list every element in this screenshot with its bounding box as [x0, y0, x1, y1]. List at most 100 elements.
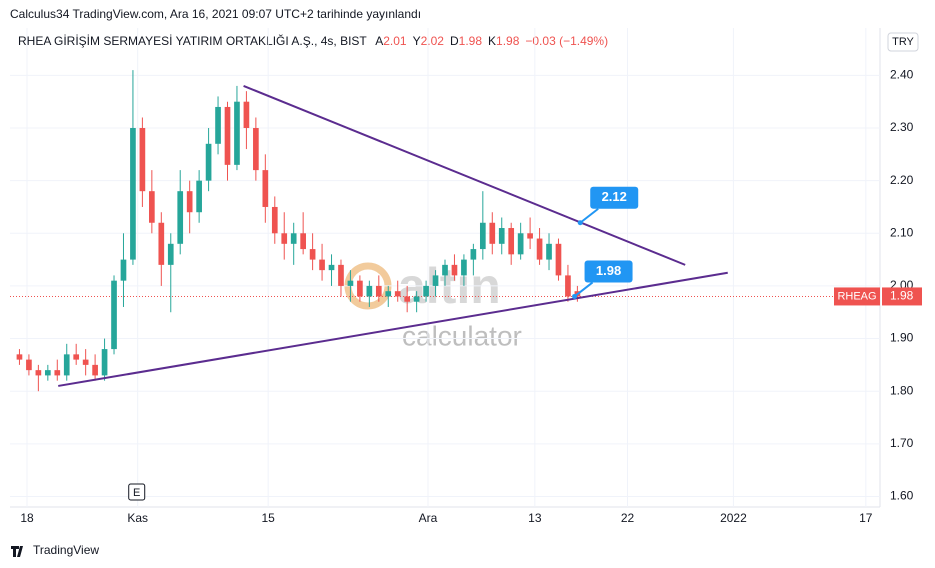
candle-body — [565, 275, 571, 297]
candle-body — [338, 264, 344, 286]
x-tick-label: Kas — [127, 511, 148, 525]
candle-body — [205, 143, 212, 181]
callout-label: 1.98 — [596, 263, 621, 278]
x-tick-label: Ara — [419, 511, 438, 525]
callout-point — [577, 220, 583, 226]
last-price-symbol: RHEAG — [837, 290, 876, 302]
candle-body — [328, 264, 335, 271]
currency-box[interactable] — [887, 32, 919, 52]
y-tick-label: 1.90 — [890, 331, 914, 345]
candle-body — [92, 364, 98, 376]
event-marker — [128, 483, 146, 501]
candle-body — [167, 243, 174, 265]
x-tick-label: 2022 — [720, 511, 747, 525]
candle-body — [82, 359, 89, 365]
candle-body — [527, 233, 533, 239]
candle-body — [432, 275, 439, 286]
candle-body — [461, 259, 467, 276]
legend-key: Y — [413, 34, 421, 48]
candle-body — [385, 291, 392, 297]
y-tick-label: 2.20 — [890, 173, 914, 187]
legend-value: 1.98 — [496, 34, 520, 48]
candle-body — [423, 285, 429, 297]
legend-value: 1.98 — [459, 34, 483, 48]
candle-body — [375, 285, 382, 297]
footer-logo — [11, 546, 23, 557]
y-tick-label: 1.70 — [890, 436, 914, 450]
legend-key: K — [488, 34, 496, 48]
legend: RHEA GİRİŞİM SERMAYESİ YATIRIM ORTAKLIĞI… — [18, 33, 608, 48]
candle-body — [262, 170, 269, 207]
x-tick-label: 17 — [859, 511, 873, 525]
y-tick-label: 2.30 — [890, 120, 914, 134]
callout-box — [584, 260, 633, 283]
candle-body — [101, 349, 108, 376]
candle-body — [63, 354, 70, 376]
candle-body — [54, 370, 61, 376]
x-tick-label: 15 — [261, 511, 275, 525]
last-price-box — [834, 287, 880, 306]
candle-body — [347, 280, 354, 286]
candle-body — [224, 106, 231, 165]
legend-key: A — [375, 34, 383, 48]
candle-body — [177, 191, 184, 244]
callout-point — [572, 293, 578, 299]
callout-pointer — [573, 281, 594, 298]
y-tick-label: 1.80 — [890, 383, 914, 397]
candle-body — [234, 101, 240, 165]
candle-body — [357, 280, 363, 297]
candle-body — [489, 222, 496, 244]
candle-body — [139, 128, 146, 192]
candle-body — [44, 370, 51, 376]
candle-body — [130, 128, 136, 260]
candle-body — [158, 222, 165, 265]
legend-value: 2.02 — [421, 34, 445, 48]
candle-body — [470, 249, 477, 260]
legend-key: D — [450, 34, 459, 48]
candle-body — [451, 264, 458, 276]
published-note: Calculus34 TradingView.com, Ara 16, 2021… — [10, 7, 421, 21]
legend-value: 2.01 — [383, 34, 407, 48]
candle-body — [281, 233, 288, 244]
event-label: E — [133, 487, 140, 499]
candle-body — [26, 359, 32, 371]
candle-body — [300, 233, 306, 250]
candle-body — [243, 101, 250, 129]
candle-body — [35, 370, 42, 376]
legend-change: −0.03 (−1.49%) — [525, 34, 608, 48]
candle-body — [394, 291, 401, 297]
candle-body — [253, 128, 259, 171]
candle-body — [73, 354, 80, 360]
candle-body — [479, 222, 486, 250]
callout-pointer — [579, 207, 599, 224]
candle-body — [319, 259, 325, 271]
y-tick-label: 2.40 — [890, 68, 914, 82]
candle-body — [517, 233, 524, 255]
x-tick-label: 13 — [528, 511, 542, 525]
candle-body — [16, 354, 23, 360]
candle-body — [508, 228, 515, 255]
candle-body — [536, 238, 543, 260]
y-tick-label: 1.60 — [890, 489, 914, 503]
candle-body — [196, 180, 202, 213]
plot — [10, 28, 880, 507]
candle-body — [442, 264, 448, 276]
last-price-value: 1.98 — [890, 289, 914, 303]
trendline — [243, 84, 686, 266]
y-tick-label: 2.10 — [890, 225, 914, 239]
candle-body — [186, 191, 193, 213]
x-tick-label: 18 — [20, 511, 34, 525]
candle-body — [555, 243, 562, 276]
last-price-value-box — [882, 287, 922, 306]
footer: TradingView — [11, 543, 99, 557]
currency: TRY — [892, 36, 914, 48]
candle-body — [546, 243, 552, 260]
candle-body — [309, 249, 316, 260]
candle-body — [413, 296, 420, 302]
callout-label: 2.12 — [602, 189, 627, 204]
candle-body — [149, 191, 155, 223]
candle-body — [498, 228, 505, 244]
symbol: RHEA GİRİŞİM SERMAYESİ YATIRIM ORTAKLIĞI… — [18, 33, 367, 48]
